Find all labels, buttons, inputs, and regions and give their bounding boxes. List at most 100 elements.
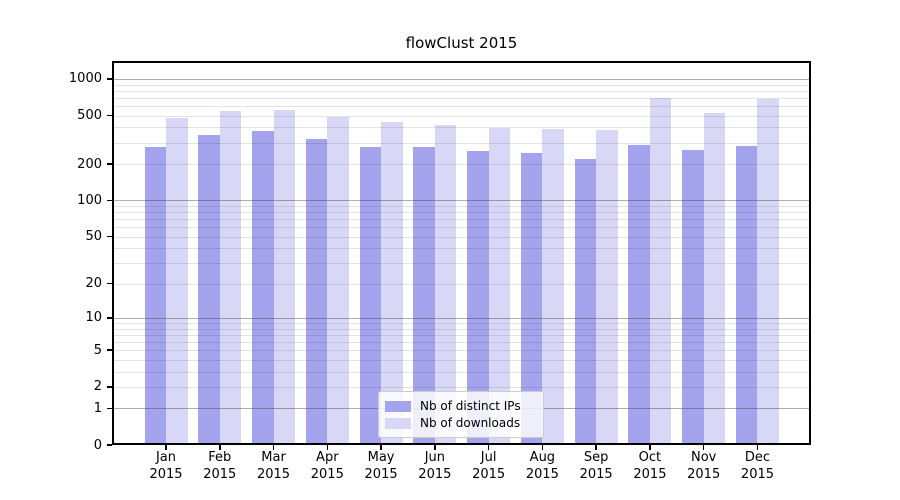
x-tick-label: Mar 2015 bbox=[256, 450, 291, 482]
x-tick-label: Jun 2015 bbox=[418, 450, 452, 482]
minor-gridline bbox=[112, 219, 811, 221]
minor-gridline bbox=[112, 127, 811, 129]
legend-label-distinct-ips: Nb of distinct IPs bbox=[420, 399, 521, 413]
x-axis-tick bbox=[380, 445, 382, 450]
minor-gridline bbox=[112, 97, 811, 99]
minor-gridline bbox=[112, 263, 811, 265]
bar-downloads-may bbox=[381, 122, 403, 445]
x-axis-tick bbox=[326, 445, 329, 450]
minor-gridline bbox=[112, 164, 811, 165]
minor-gridline bbox=[112, 227, 811, 229]
y-tick-label: 5 bbox=[93, 342, 102, 358]
x-tick-label: Jan 2015 bbox=[149, 450, 183, 482]
bar-distinct-ips-jun bbox=[413, 146, 435, 445]
legend-item-distinct-ips: Nb of distinct IPs bbox=[385, 398, 535, 414]
y-tick-label: 200 bbox=[77, 156, 102, 172]
major-gridline bbox=[112, 78, 811, 80]
chart-title: flowClust 2015 bbox=[405, 34, 518, 52]
y-axis-tick bbox=[107, 163, 112, 165]
minor-gridline bbox=[112, 328, 811, 330]
legend: Nb of distinct IPs Nb of downloads bbox=[378, 391, 544, 438]
minor-gridline bbox=[112, 371, 811, 373]
bar-distinct-ips-oct bbox=[628, 144, 650, 445]
bar-distinct-ips-apr bbox=[305, 139, 328, 445]
legend-swatch-downloads bbox=[385, 417, 411, 429]
x-axis-tick bbox=[649, 445, 651, 450]
y-axis-tick bbox=[107, 235, 112, 238]
x-axis-tick bbox=[702, 445, 705, 450]
x-axis-tick bbox=[434, 445, 436, 450]
bar-distinct-ips-nov bbox=[682, 149, 704, 445]
x-axis-tick bbox=[756, 445, 759, 450]
y-tick-label: 20 bbox=[85, 276, 102, 292]
bar-downloads-jan bbox=[166, 118, 188, 445]
legend-item-downloads: Nb of downloads bbox=[385, 415, 535, 431]
major-gridline bbox=[112, 317, 811, 319]
minor-gridline bbox=[112, 205, 811, 207]
minor-gridline bbox=[112, 90, 811, 92]
bar-distinct-ips-mar bbox=[252, 130, 274, 445]
x-tick-label: Oct 2015 bbox=[633, 450, 667, 482]
minor-gridline bbox=[112, 248, 811, 250]
y-tick-label: 50 bbox=[85, 229, 102, 245]
bar-distinct-ips-jan bbox=[144, 146, 166, 445]
x-axis-tick bbox=[272, 445, 275, 450]
bar-downloads-oct bbox=[649, 98, 672, 445]
minor-gridline bbox=[112, 105, 811, 107]
bar-downloads-apr bbox=[327, 117, 349, 445]
bar-distinct-ips-may bbox=[359, 146, 382, 445]
x-tick-label: Aug 2015 bbox=[525, 450, 559, 482]
bar-distinct-ips-sep bbox=[574, 158, 597, 445]
y-tick-label: 0 bbox=[93, 437, 102, 453]
x-tick-label: Dec 2015 bbox=[740, 450, 775, 482]
bar-downloads-jul bbox=[488, 128, 511, 445]
plot-area: 0 1 2 5 10 20 50 100 200 500 1000 Jan 2015 Feb 2015 M… bbox=[69, 61, 811, 482]
bar-downloads-dec bbox=[757, 98, 779, 445]
y-axis-tick bbox=[107, 282, 112, 285]
minor-gridline bbox=[112, 323, 811, 324]
bar-downloads-jun bbox=[434, 124, 457, 445]
legend-label-downloads: Nb of downloads bbox=[420, 416, 521, 430]
y-axis-tick bbox=[107, 78, 112, 80]
bar-distinct-ips-aug bbox=[520, 153, 543, 445]
minor-gridline bbox=[112, 283, 811, 285]
bar-downloads-nov bbox=[703, 113, 726, 445]
x-tick-label: Nov 2015 bbox=[687, 450, 721, 482]
y-tick-label: 10 bbox=[85, 310, 102, 326]
x-tick-label: Jul 2015 bbox=[472, 450, 506, 482]
y-axis-tick bbox=[107, 349, 112, 351]
x-axis-tick bbox=[219, 445, 221, 450]
x-tick-label: Feb 2015 bbox=[203, 450, 237, 482]
minor-gridline bbox=[112, 359, 811, 361]
y-axis-tick bbox=[107, 407, 112, 410]
y-tick-label: 2 bbox=[93, 379, 102, 395]
y-axis-tick bbox=[107, 199, 112, 202]
minor-gridline bbox=[112, 84, 811, 86]
x-tick-label: May 2015 bbox=[364, 450, 398, 482]
legend-swatch-distinct-ips bbox=[385, 400, 411, 412]
minor-gridline bbox=[112, 334, 811, 336]
x-axis-tick bbox=[595, 445, 597, 450]
minor-gridline bbox=[112, 115, 811, 117]
y-axis-tick bbox=[107, 317, 112, 319]
y-axis-tick bbox=[107, 114, 112, 117]
y-axis-tick bbox=[107, 444, 112, 446]
y-tick-label: 500 bbox=[77, 108, 102, 124]
minor-gridline bbox=[112, 212, 811, 214]
bar-distinct-ips-dec bbox=[735, 146, 758, 445]
y-tick-label: 1 bbox=[93, 400, 102, 416]
y-tick-label: 1000 bbox=[68, 71, 102, 87]
minor-gridline bbox=[112, 386, 811, 388]
bar-distinct-ips-jul bbox=[467, 150, 489, 445]
y-tick-label: 100 bbox=[77, 192, 102, 208]
bar-downloads-mar bbox=[273, 109, 296, 445]
bar-downloads-feb bbox=[219, 110, 242, 445]
chart-layer: 0 1 2 5 10 20 50 100 200 500 1000 Jan 2015 Feb 2015 M… bbox=[69, 61, 811, 482]
x-axis-tick bbox=[541, 445, 544, 450]
major-gridline bbox=[112, 200, 811, 202]
x-tick-label: Apr 2015 bbox=[310, 450, 344, 482]
bar-downloads-sep bbox=[596, 130, 618, 445]
y-axis-tick bbox=[107, 386, 112, 388]
x-axis-tick bbox=[487, 445, 490, 450]
